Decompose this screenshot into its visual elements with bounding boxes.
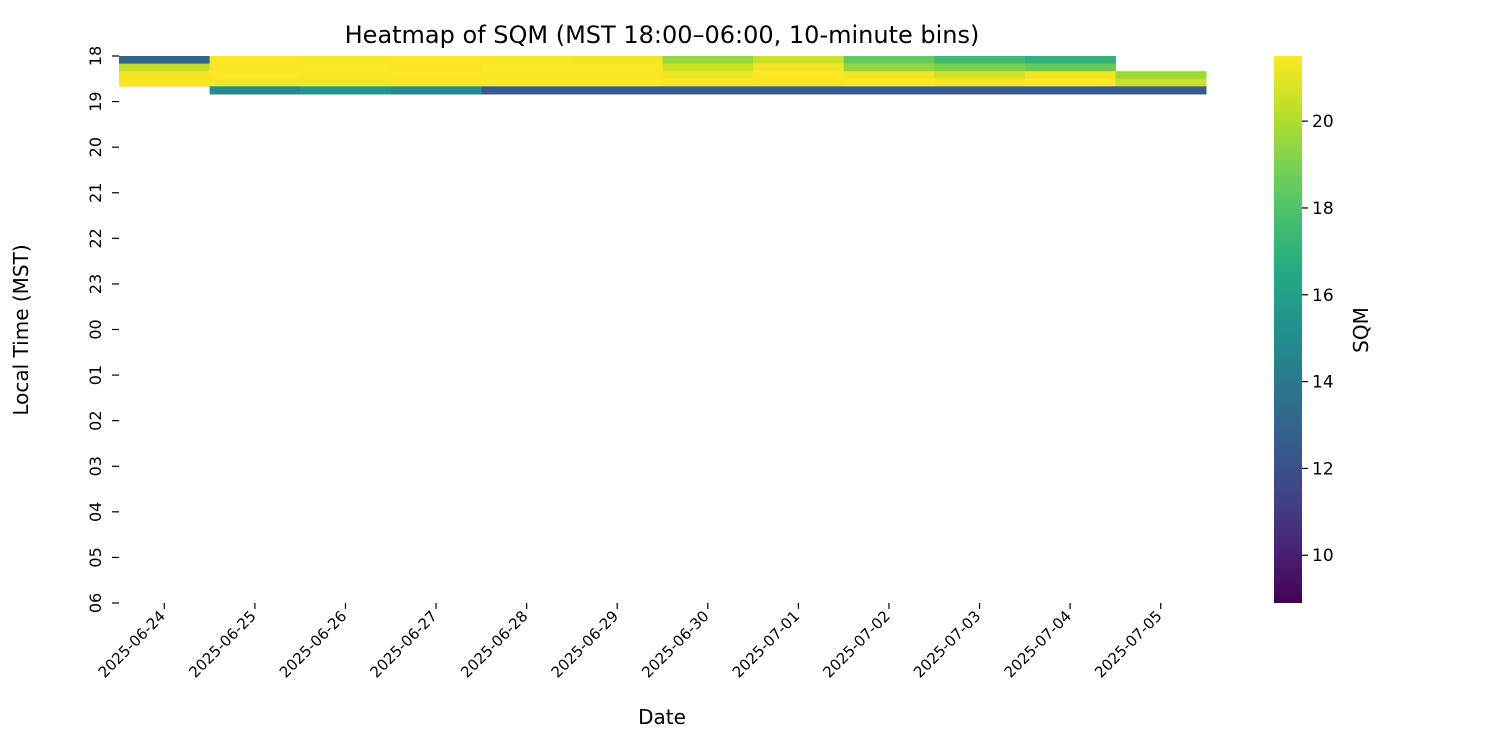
heatmap-cell: [843, 78, 935, 87]
chart-title: Heatmap of SQM (MST 18:00–06:00, 10-minu…: [345, 21, 980, 49]
heatmap-cell: [662, 63, 754, 72]
heatmap-cell: [300, 78, 392, 87]
y-tick-label: 05: [86, 547, 105, 567]
heatmap-cell: [390, 63, 482, 72]
heatmap-cell: [753, 71, 845, 80]
heatmap-cell: [1024, 78, 1116, 87]
heatmap-cell: [209, 86, 301, 95]
heatmap-cell: [481, 71, 573, 80]
x-axis: 2025-06-24 2025-06-25 2025-06-26 2025-06-27…: [95, 603, 1166, 681]
heatmap-cell: [1024, 86, 1116, 95]
x-tick-label: 2025-06-26: [276, 607, 350, 681]
heatmap-cell: [753, 86, 845, 95]
heatmap-cell: [934, 86, 1026, 95]
heatmap-cell: [300, 71, 392, 80]
heatmap-cell: [119, 78, 211, 87]
heatmap-cell: [481, 56, 573, 65]
heatmap-cell: [209, 78, 301, 87]
y-axis-label: Local Time (MST): [9, 244, 33, 415]
y-tick-label: 03: [86, 456, 105, 476]
colorbar-tick-label: 12: [1312, 459, 1334, 479]
heatmap-cell: [1024, 56, 1116, 65]
x-tick-label: 2025-06-29: [548, 607, 622, 681]
heatmap-cell: [209, 71, 301, 80]
heatmap-cells: [119, 56, 1207, 95]
x-tick-label: 2025-07-04: [1001, 607, 1075, 681]
colorbar-ticks: 10 12 14 16 18 20: [1302, 112, 1334, 566]
heatmap-cell: [481, 78, 573, 87]
heatmap-cell: [662, 86, 754, 95]
colorbar-tick-label: 16: [1312, 286, 1334, 306]
heatmap-cell: [843, 63, 935, 72]
heatmap-cell: [481, 86, 573, 95]
heatmap-cell: [571, 56, 663, 65]
heatmap-cell: [209, 63, 301, 72]
heatmap-cell: [300, 56, 392, 65]
heatmap-cell: [119, 63, 211, 72]
x-tick-label: 2025-06-27: [366, 607, 440, 681]
y-tick-label: 19: [86, 91, 105, 111]
y-tick-label: 02: [86, 410, 105, 430]
colorbar-tick-label: 10: [1312, 546, 1334, 566]
heatmap-cell: [662, 56, 754, 65]
heatmap-cell: [662, 71, 754, 80]
x-tick-label: 2025-07-01: [729, 607, 803, 681]
y-tick-label: 00: [86, 319, 105, 339]
heatmap-cell: [843, 86, 935, 95]
heatmap-cell: [390, 78, 482, 87]
heatmap-cell: [300, 63, 392, 72]
y-tick-label: 22: [86, 228, 105, 248]
x-tick-label: 2025-07-03: [910, 607, 984, 681]
heatmap-cell: [934, 71, 1026, 80]
heatmap-cell: [1115, 86, 1207, 95]
y-tick-label: 04: [86, 502, 105, 522]
colorbar-tick-label: 18: [1312, 199, 1334, 219]
heatmap-cell: [1024, 71, 1116, 80]
heatmap-cell: [390, 71, 482, 80]
y-tick-label: 20: [86, 137, 105, 157]
colorbar: 10 12 14 16 18 20 SQM: [1274, 56, 1373, 603]
x-tick-label: 2025-07-02: [819, 607, 893, 681]
heatmap-cell: [934, 56, 1026, 65]
x-tick-label: 2025-07-05: [1091, 607, 1165, 681]
heatmap-cell: [843, 56, 935, 65]
heatmap-cell: [753, 78, 845, 87]
x-tick-label: 2025-06-24: [95, 607, 169, 681]
heatmap-cell: [1024, 63, 1116, 72]
heatmap-cell: [209, 56, 301, 65]
y-tick-label: 06: [86, 593, 105, 613]
y-tick-label: 23: [86, 274, 105, 294]
heatmap-cell: [753, 63, 845, 72]
y-tick-label: 18: [86, 46, 105, 66]
heatmap-cell: [843, 71, 935, 80]
heatmap-cell: [571, 63, 663, 72]
heatmap-cell: [571, 86, 663, 95]
x-tick-label: 2025-06-28: [457, 607, 531, 681]
heatmap-cell: [571, 71, 663, 80]
colorbar-tick-label: 14: [1312, 373, 1334, 393]
heatmap-cell: [662, 78, 754, 87]
heatmap-cell: [119, 71, 211, 80]
heatmap-cell: [119, 56, 211, 65]
colorbar-gradient: [1274, 56, 1302, 603]
heatmap-cell: [1115, 78, 1207, 87]
y-axis: 18 19 20 21 22 23 00 01 02 03 04 05 06: [86, 46, 119, 613]
heatmap-cell: [934, 78, 1026, 87]
x-tick-label: 2025-06-30: [638, 607, 712, 681]
heatmap-cell: [300, 86, 392, 95]
x-axis-label: Date: [638, 705, 686, 729]
y-tick-label: 21: [86, 183, 105, 203]
heatmap-cell: [753, 56, 845, 65]
colorbar-label: SQM: [1349, 307, 1373, 353]
heatmap-cell: [481, 63, 573, 72]
colorbar-tick-label: 20: [1312, 112, 1334, 132]
heatmap-cell: [571, 78, 663, 87]
heatmap-cell: [390, 56, 482, 65]
heatmap-cell: [1115, 71, 1207, 80]
x-tick-label: 2025-06-25: [185, 607, 259, 681]
heatmap-cell: [934, 63, 1026, 72]
heatmap-cell: [390, 86, 482, 95]
y-tick-label: 01: [86, 365, 105, 385]
